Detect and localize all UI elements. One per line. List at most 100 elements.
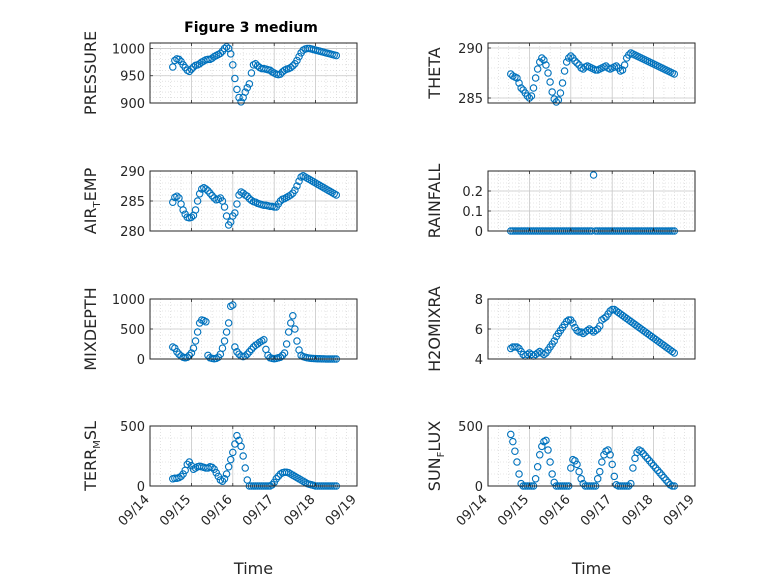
- data-point: [247, 345, 256, 354]
- data-point: [569, 319, 577, 327]
- y-tick-label: 0: [475, 225, 483, 240]
- y-axis-label: SUNFLUX: [425, 421, 447, 491]
- data-point: [513, 458, 521, 466]
- data-point: [231, 74, 239, 83]
- data-point: [293, 56, 301, 65]
- data-point: [637, 447, 645, 455]
- data-point: [247, 69, 256, 77]
- data-point: [229, 61, 237, 69]
- y-tick-label: 950: [120, 70, 145, 85]
- data-point: [173, 192, 181, 200]
- y-axis-label-main: AIR: [81, 207, 100, 234]
- y-tick-label: 0.2: [462, 185, 483, 200]
- data-point: [552, 98, 561, 106]
- data-point: [610, 472, 619, 481]
- y-tick-label: 8: [475, 293, 483, 308]
- data-point: [218, 344, 227, 352]
- data-point: [287, 63, 295, 72]
- y-tick-label: 0.1: [462, 205, 483, 220]
- data-point: [226, 455, 235, 464]
- y-tick-label: 0: [137, 353, 145, 368]
- data-point: [185, 67, 194, 76]
- data-point: [660, 473, 668, 482]
- minor-grid: [150, 425, 357, 487]
- data-point: [591, 326, 600, 335]
- data-point: [202, 185, 210, 193]
- data-point: [658, 471, 666, 479]
- data-point: [529, 84, 538, 92]
- data-point: [233, 85, 241, 94]
- data-point: [210, 465, 218, 473]
- data-point: [544, 69, 552, 77]
- data-point: [224, 463, 233, 471]
- data-point: [511, 447, 519, 455]
- data-point: [239, 452, 247, 460]
- data-point: [237, 98, 245, 106]
- data-point: [171, 344, 179, 352]
- data-point: [191, 337, 200, 345]
- data-point: [643, 454, 652, 463]
- data-point: [193, 328, 202, 336]
- y-axis-label: RAINFALL: [425, 164, 444, 239]
- data-point: [546, 78, 554, 86]
- series-markers: [507, 305, 679, 360]
- minor-grid: [150, 42, 357, 104]
- data-point: [515, 79, 523, 87]
- data-point: [647, 459, 656, 467]
- data-point: [237, 442, 245, 451]
- y-tick-label: 285: [458, 92, 483, 107]
- data-point: [517, 479, 525, 488]
- data-point: [268, 481, 276, 489]
- y-axis-label-main: RAINFALL: [425, 164, 444, 239]
- data-point: [567, 52, 575, 60]
- data-point: [653, 466, 662, 475]
- data-point: [222, 43, 231, 51]
- subplot-h2omixra: 4 6 8 H2OMIXRA: [425, 286, 696, 372]
- data-point: [295, 177, 303, 185]
- axes-box: [149, 42, 358, 104]
- data-point: [579, 479, 587, 488]
- data-point: [511, 343, 519, 351]
- data-point: [206, 189, 214, 197]
- data-point: [177, 472, 185, 481]
- data-point: [564, 54, 573, 62]
- data-point: [245, 348, 254, 356]
- subplot-mixdepth: 0 500 1000 MIXDEPTH: [81, 287, 358, 371]
- data-point: [509, 437, 517, 446]
- axes-box: [487, 425, 696, 487]
- data-point: [531, 74, 540, 82]
- data-point: [531, 475, 540, 483]
- data-point: [291, 186, 299, 194]
- data-point: [204, 187, 212, 195]
- data-point: [173, 348, 181, 356]
- axes-box: [149, 425, 358, 487]
- data-point: [251, 59, 260, 68]
- data-point: [535, 451, 544, 459]
- y-tick-label: 500: [458, 420, 483, 435]
- data-point: [241, 88, 249, 96]
- data-point: [169, 198, 177, 206]
- data-point: [629, 464, 637, 472]
- data-point: [220, 475, 229, 483]
- data-point: [224, 319, 233, 327]
- data-point: [606, 451, 614, 459]
- y-axis-label-main: SUN: [425, 457, 444, 491]
- data-point: [233, 431, 241, 440]
- data-point: [651, 464, 660, 472]
- subplot-theta: 285 290 THETA: [425, 42, 696, 107]
- y-axis-label-main: THETA: [425, 47, 444, 99]
- data-point: [191, 206, 200, 214]
- data-point: [546, 458, 554, 466]
- data-point: [538, 442, 546, 451]
- y-tick-label: 290: [120, 165, 145, 180]
- y-tick-label: 285: [120, 195, 145, 210]
- data-point: [662, 476, 670, 484]
- data-point: [527, 92, 536, 100]
- y-axis-label: H2OMIXRA: [425, 286, 444, 372]
- data-point: [548, 88, 556, 96]
- data-point: [548, 470, 556, 478]
- data-point: [243, 192, 252, 200]
- data-point: [535, 58, 544, 66]
- data-point: [214, 472, 223, 481]
- data-point: [260, 336, 268, 344]
